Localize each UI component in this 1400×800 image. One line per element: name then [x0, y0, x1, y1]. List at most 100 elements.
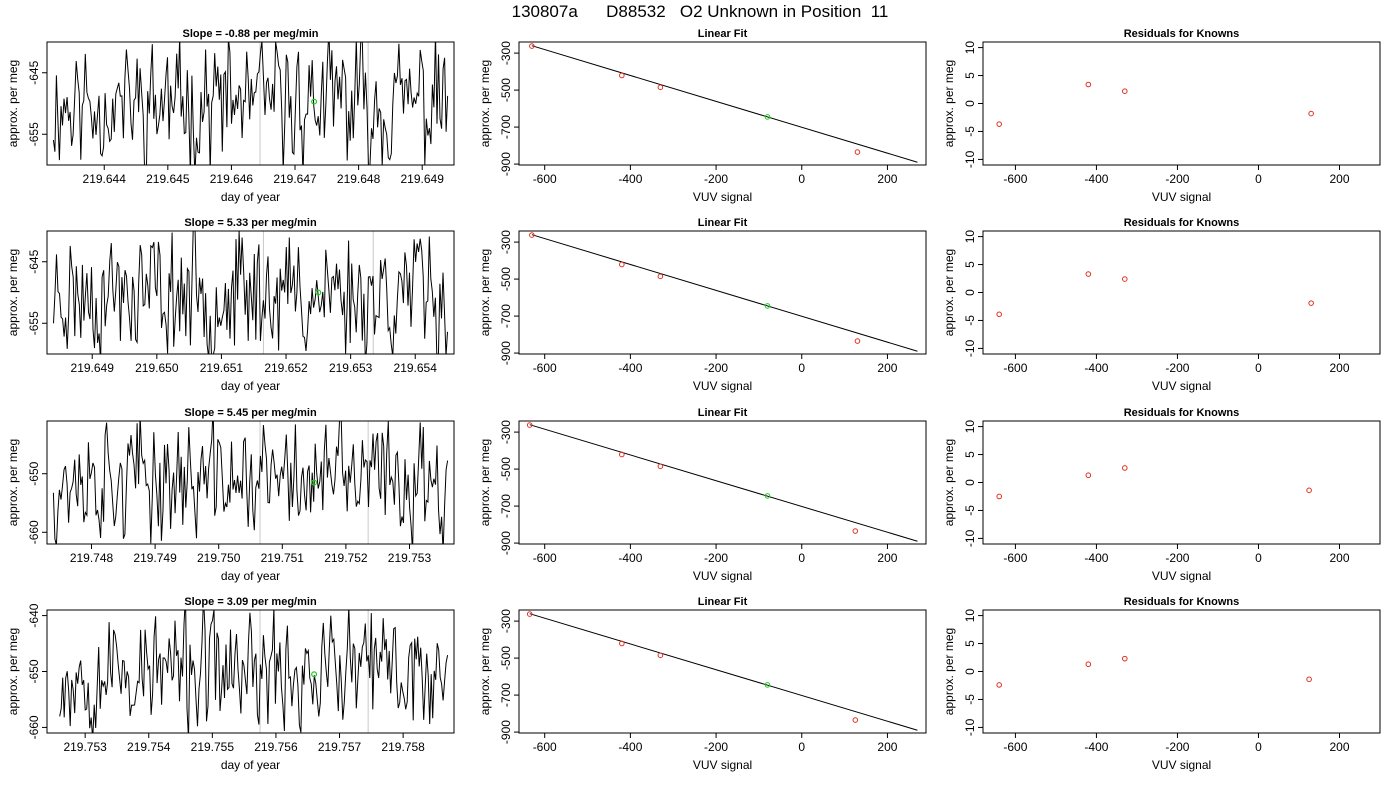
x-tick-label: 0 — [798, 172, 805, 186]
x-tick-label: 200 — [877, 361, 897, 375]
x-tick-label: 200 — [877, 551, 897, 565]
panel-1-3: Residuals for Knowns -600 -400 -200 0 200 10 5 0… — [942, 28, 1381, 204]
y-tick-label: -500 — [499, 457, 513, 481]
residual-point — [1085, 661, 1092, 668]
known-point — [852, 717, 859, 723]
x-tick-label: -600 — [1003, 740, 1027, 754]
x-tick-label: -600 — [533, 361, 557, 375]
x-tick-label: -200 — [1165, 361, 1189, 375]
x-tick-label: -400 — [618, 740, 642, 754]
residual-point — [1308, 300, 1314, 306]
y-axis-label: approx. per meg — [942, 628, 956, 715]
x-tick-label: -600 — [533, 172, 557, 186]
x-tick-label: 0 — [798, 551, 805, 565]
unknown-point — [311, 671, 318, 678]
x-tick-label: -400 — [1084, 740, 1108, 754]
y-tick-label: -650 — [27, 659, 41, 683]
known-point — [529, 43, 535, 49]
x-axis-label: VUV signal — [693, 569, 752, 583]
y-tick-label: -700 — [499, 304, 513, 328]
chart-title: Linear Fit — [698, 407, 748, 419]
x-axis-label: VUV signal — [1152, 379, 1211, 393]
y-axis-label: approx. per meg — [6, 60, 20, 147]
y-tick-label: 10 — [963, 420, 977, 434]
x-tick-label: 219.756 — [254, 740, 298, 754]
y-tick-label: -900 — [499, 152, 513, 176]
x-tick-label: -600 — [1003, 551, 1027, 565]
x-tick-label: 219.652 — [264, 361, 308, 375]
y-tick-label: -700 — [499, 115, 513, 139]
data-trace — [53, 231, 448, 354]
y-tick-label: -5 — [963, 505, 977, 516]
fit-line — [529, 424, 918, 542]
y-tick-label: 5 — [963, 451, 977, 458]
fit-line — [531, 234, 918, 352]
x-tick-label: 219.758 — [381, 740, 425, 754]
known-point — [619, 72, 625, 79]
x-tick-label: 219.755 — [191, 740, 235, 754]
x-tick-label: 219.646 — [210, 172, 254, 186]
x-tick-label: 219.651 — [200, 361, 244, 375]
known-point — [526, 611, 533, 617]
residual-point — [996, 493, 1003, 500]
known-point — [657, 463, 664, 470]
plot-area — [526, 422, 918, 542]
residual-point — [1085, 271, 1092, 277]
x-tick-label: 219.748 — [70, 551, 114, 565]
y-tick-label: 10 — [963, 609, 977, 623]
panel-3-1: Slope = 5.45 per meg/min 219.748 219.749 21… — [6, 407, 455, 583]
y-axis-label: approx. per meg — [942, 439, 956, 526]
x-tick-label: 219.750 — [197, 551, 241, 565]
plot-frame — [46, 230, 455, 355]
plot-frame — [518, 230, 927, 355]
y-tick-label: -300 — [499, 41, 513, 65]
known-point — [619, 261, 625, 268]
x-tick-label: -600 — [1003, 172, 1027, 186]
x-tick-label: 219.752 — [324, 551, 368, 565]
x-axis-label: day of year — [221, 379, 280, 393]
y-tick-label: -900 — [499, 341, 513, 365]
y-axis-label: approx. per meg — [942, 60, 956, 147]
plot-area — [996, 465, 1312, 500]
x-axis-label: VUV signal — [1152, 758, 1211, 772]
y-tick-label: 0 — [963, 289, 977, 296]
plot-frame — [46, 420, 455, 545]
data-trace — [52, 42, 449, 165]
x-tick-label: -400 — [1084, 361, 1108, 375]
y-tick-label: -640 — [27, 603, 41, 627]
residual-point — [1121, 655, 1128, 662]
plot-area — [996, 655, 1312, 688]
x-tick-label: 0 — [1255, 361, 1262, 375]
y-tick-label: -10 — [963, 718, 977, 736]
plot-frame — [518, 420, 927, 545]
unknown-point — [764, 682, 771, 688]
y-tick-label: 5 — [963, 261, 977, 268]
plot-frame — [982, 609, 1381, 734]
plot-area — [996, 81, 1314, 127]
plot-frame — [982, 41, 1381, 166]
chart-title: Slope = -0.88 per meg/min — [182, 28, 318, 40]
residual-point — [1085, 81, 1092, 88]
x-tick-label: 219.751 — [261, 551, 305, 565]
x-tick-label: -600 — [1003, 361, 1027, 375]
x-tick-label: 219.654 — [394, 361, 438, 375]
panel-2-1: Slope = 5.33 per meg/min 219.649 219.650 21… — [6, 217, 455, 393]
panel-1-1: Slope = -0.88 per meg/min 219.644 219.645 2… — [6, 28, 455, 204]
y-tick-label: -655 — [27, 311, 41, 335]
y-axis-label: approx. per meg — [6, 628, 20, 715]
y-tick-label: -700 — [499, 494, 513, 518]
plot-area — [529, 43, 918, 163]
y-tick-label: -10 — [963, 529, 977, 547]
known-point — [657, 273, 664, 280]
x-tick-label: 219.644 — [83, 172, 127, 186]
fit-line — [531, 45, 918, 163]
plot-area — [53, 231, 448, 354]
panel-2-3: Residuals for Knowns -600 -400 -200 0 200 10 5 0… — [942, 217, 1381, 393]
x-tick-label: 0 — [1255, 172, 1262, 186]
x-tick-label: -400 — [1084, 172, 1108, 186]
residual-point — [1121, 88, 1128, 94]
x-tick-label: -400 — [618, 551, 642, 565]
known-point — [854, 149, 861, 155]
x-tick-label: 200 — [877, 172, 897, 186]
unknown-point — [311, 98, 318, 105]
